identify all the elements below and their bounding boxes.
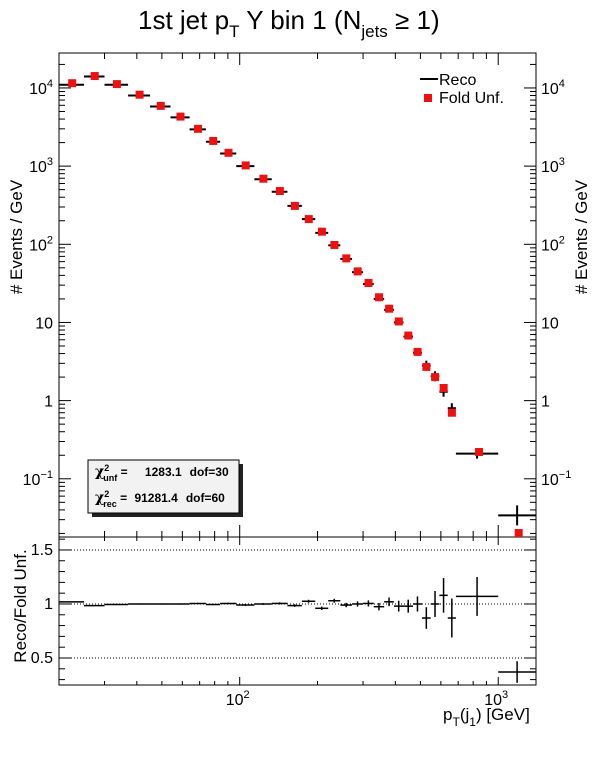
fold-unf-point [259, 174, 268, 183]
top-y-tick-label-right: 10 [541, 315, 559, 332]
fold-unf-point [342, 254, 351, 263]
fold-unf-point [330, 240, 339, 249]
fold-unf-point [375, 293, 384, 302]
chi2-box-background [87, 459, 240, 514]
top-y-tick-label: 102 [29, 234, 53, 254]
top-y-tick-label-right: 1 [541, 394, 550, 411]
fold-unf-point [275, 187, 284, 196]
fold-unf-point [364, 278, 373, 287]
chart-title: 1st jet pT Y bin 1 (Njets ≥ 1) [138, 5, 440, 41]
fold-unf-point [394, 317, 403, 326]
chi2-rec-line: χ2 rec = 91281.4 dof=60 [95, 489, 225, 509]
ratio-y-axis-title: Reco/Fold Unf. [11, 549, 30, 662]
top-y-tick-label: 1 [44, 394, 53, 411]
fold-unf-point [90, 72, 99, 81]
top-y-tick-label: 103 [29, 156, 53, 176]
top-y-tick-label-right: 10−1 [541, 469, 571, 489]
legend-reco-label: Reco [439, 72, 476, 89]
ratio-y-tick-label: 0.5 [31, 650, 53, 667]
top-axes: 10−1 10−1 1 1 10 10 102 102 103 103 104 104 [23, 53, 571, 537]
ratio-axes: 102 103 0.5 1 1.5 [31, 537, 536, 709]
ratio-series [59, 576, 536, 683]
fold-unf-point [404, 331, 413, 340]
fold-unf-point [112, 80, 121, 89]
fold-unf-point [241, 161, 250, 170]
ratio-x-tick-label: 102 [226, 689, 250, 709]
fold-unf-point [514, 529, 523, 537]
legend-fold-label: Fold Unf. [439, 90, 504, 107]
fold-unf-point [68, 79, 77, 88]
fold-unf-point [224, 148, 233, 157]
chi2-unf-line: χ2 unf = 1283.1 dof=30 [95, 463, 229, 483]
ratio-y-tick-label: 1 [44, 596, 53, 613]
top-y-tick-label-right: 104 [541, 78, 565, 98]
fold-unf-point [431, 373, 440, 382]
fold-unf-point [176, 112, 185, 121]
fold-unf-point [317, 227, 326, 236]
top-series [59, 72, 536, 537]
fold-unf-point [447, 408, 456, 417]
top-y-tick-label-right: 102 [541, 234, 565, 254]
ratio-y-tick-label: 1.5 [31, 542, 53, 559]
top-y-tick-label: 10 [35, 315, 53, 332]
ratio-x-tick-label: 103 [484, 689, 508, 709]
fold-unf-point [385, 304, 394, 313]
fold-unf-point [304, 215, 313, 224]
top-y-axis-title-right: # Events / GeV [572, 179, 591, 294]
fold-unf-point [290, 201, 299, 210]
fold-unf-point [156, 101, 165, 110]
ratio-plot-frame [58, 536, 537, 686]
legend-fold-marker [424, 94, 432, 102]
fold-unf-point [413, 347, 422, 356]
fold-unf-point [135, 90, 144, 99]
fold-unf-point [439, 384, 448, 393]
legend: Reco Fold Unf. [420, 72, 504, 107]
fold-unf-point [422, 362, 431, 371]
chi2-box: χ2 unf = 1283.1 dof=30 χ2 rec = 91281.4 dof=… [87, 459, 243, 517]
x-axis-title: pT(j1) [GeV] [443, 705, 530, 729]
fold-unf-point [475, 448, 484, 457]
top-y-tick-label: 104 [29, 78, 53, 98]
top-y-tick-label-right: 103 [541, 156, 565, 176]
top-y-axis-title: # Events / GeV [7, 179, 26, 294]
fold-unf-point [194, 124, 203, 133]
fold-unf-point [353, 267, 362, 276]
fold-unf-point [209, 136, 218, 145]
top-y-tick-label: 10−1 [23, 469, 53, 489]
